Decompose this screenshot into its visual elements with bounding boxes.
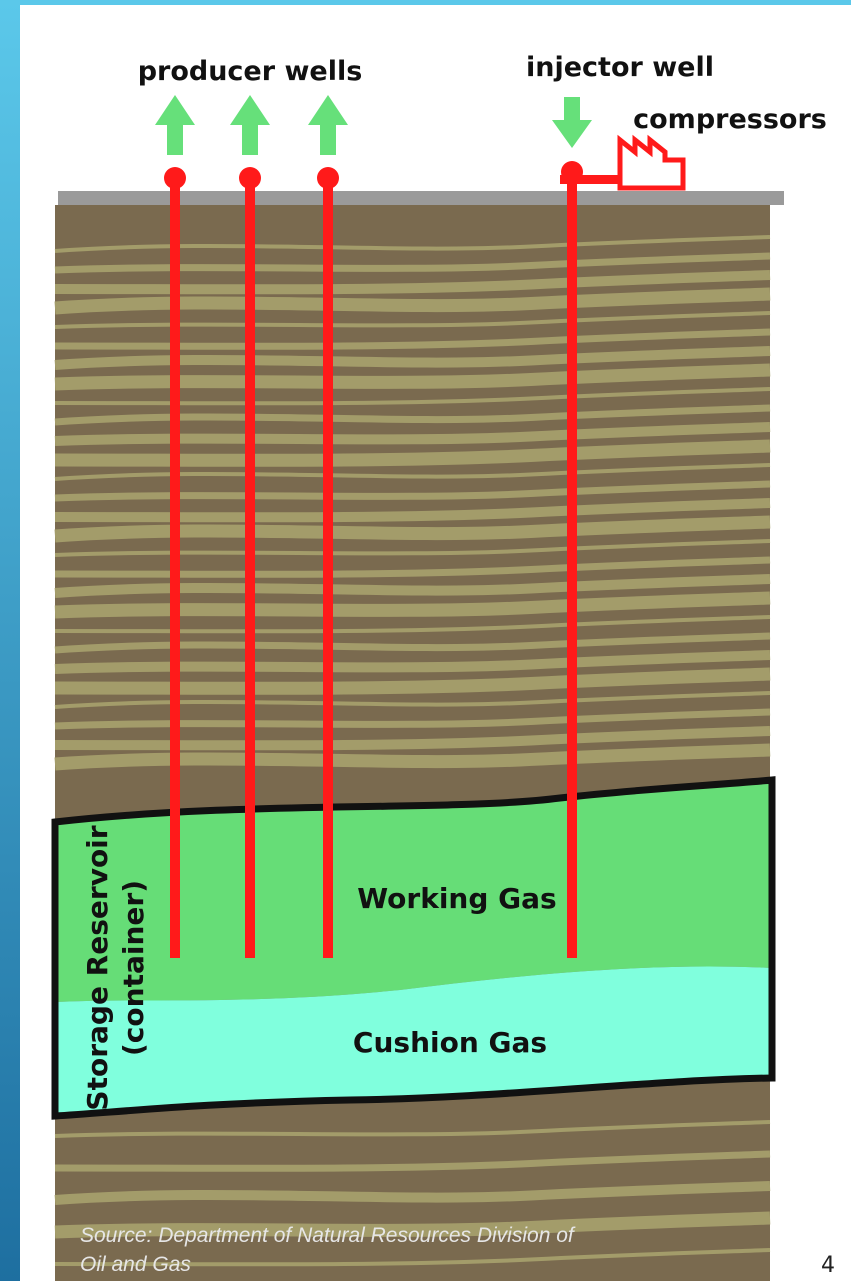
- injector-well: [567, 172, 577, 958]
- ground-surface: [58, 191, 784, 205]
- slide: producer wells injector well compressors…: [0, 0, 851, 1281]
- producer-label: producer wells: [138, 56, 363, 87]
- reservoir-label: (container): [117, 880, 150, 1056]
- source-note: Source: Department of Natural Resources …: [80, 1224, 576, 1247]
- working-gas-label: Working Gas: [357, 882, 556, 915]
- cushion-gas-label: Cushion Gas: [353, 1026, 547, 1059]
- injector-label: injector well: [526, 52, 714, 83]
- producer-well: [170, 172, 180, 958]
- wellhead: [239, 167, 261, 189]
- reservoir-label: Storage Reservoir: [81, 825, 114, 1110]
- source-note: Oil and Gas: [80, 1253, 191, 1276]
- producer-well: [323, 172, 333, 958]
- page-number: 4: [821, 1253, 835, 1278]
- compressors-label: compressors: [633, 104, 827, 135]
- wellhead: [164, 167, 186, 189]
- producer-well: [245, 172, 255, 958]
- wellhead: [317, 167, 339, 189]
